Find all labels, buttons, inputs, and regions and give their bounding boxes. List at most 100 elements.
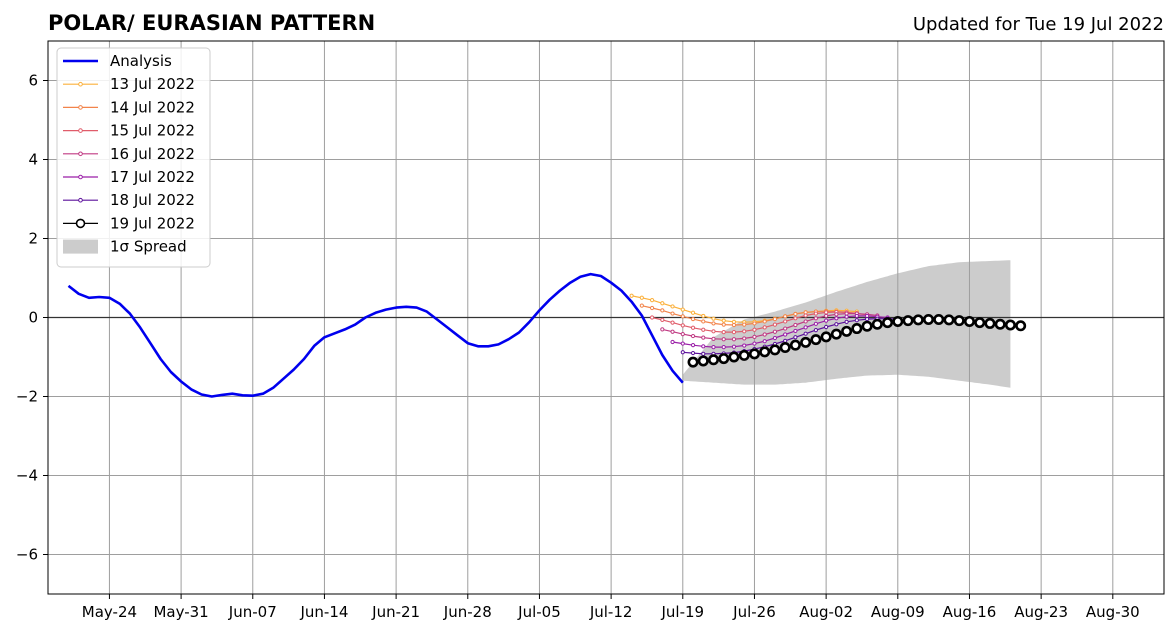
legend-marker [78, 81, 83, 87]
forecast-marker [680, 314, 685, 319]
forecast-marker [639, 303, 644, 308]
forecast-series [660, 311, 880, 342]
forecast-marker [752, 341, 757, 346]
forecast-marker [639, 295, 644, 300]
legend-label-analysis: Analysis [110, 52, 172, 70]
forecast-marker [820, 331, 832, 343]
forecast-marker [649, 315, 655, 320]
forecast-marker [728, 351, 740, 363]
x-tick-label: Jul-19 [660, 603, 704, 621]
forecast-marker [680, 307, 685, 312]
forecast-marker [742, 336, 747, 341]
forecast-marker [690, 343, 696, 348]
x-tick-label: Aug-16 [943, 603, 997, 621]
forecast-marker [844, 319, 849, 324]
y-tick-label: 2 [28, 230, 38, 248]
forecast-marker [789, 339, 801, 351]
x-tick-label: Jun-07 [228, 603, 277, 621]
forecast-marker [731, 337, 737, 342]
x-tick-label: May-24 [82, 603, 137, 621]
forecast-marker [670, 320, 675, 325]
forecast-series [639, 303, 859, 328]
forecast-marker [690, 325, 696, 330]
x-tick-label: Jun-14 [299, 603, 348, 621]
forecast-marker [772, 322, 778, 327]
legend-marker [78, 105, 83, 110]
forecast-marker [974, 317, 986, 329]
forecast-marker [711, 316, 716, 321]
forecast-marker [854, 318, 859, 323]
forecast-marker [708, 354, 720, 366]
legend-label-spread: 1σ Spread [110, 238, 187, 256]
forecast-marker [762, 332, 767, 337]
forecast-marker [670, 339, 675, 345]
forecast-marker [670, 311, 675, 316]
forecast-marker [783, 338, 788, 343]
forecast-marker [731, 322, 737, 328]
forecast-marker [738, 349, 750, 361]
forecast-marker [803, 331, 808, 336]
x-tick-label: Aug-30 [1086, 603, 1140, 621]
forecast-marker [793, 311, 798, 317]
forecast-marker [783, 314, 788, 319]
forecast-marker [793, 335, 798, 340]
forecast-marker [660, 301, 665, 306]
legend-marker [78, 151, 83, 157]
forecast-marker [680, 331, 685, 337]
forecast-marker [779, 342, 791, 354]
forecast-marker [824, 310, 829, 315]
x-tick-label: Jun-28 [443, 603, 492, 621]
forecast-marker [824, 313, 829, 319]
forecast-marker [690, 350, 696, 356]
forecast-marker [721, 318, 726, 323]
forecast-marker [687, 356, 699, 368]
forecast-marker [762, 319, 767, 324]
forecast-marker [793, 322, 798, 328]
y-tick-label: −6 [16, 546, 38, 564]
forecast-marker [670, 304, 675, 309]
forecast-marker [933, 313, 945, 325]
forecast-marker [772, 335, 778, 341]
analysis-line [67, 272, 684, 398]
forecast-marker [882, 317, 894, 329]
legend-label-forecast: 15 Jul 2022 [110, 122, 195, 140]
forecast-marker [629, 293, 634, 298]
forecast-marker [660, 327, 665, 332]
forecast-marker [813, 311, 818, 316]
chart-title: POLAR/ EURASIAN PATTERN [48, 11, 375, 35]
legend-marker [78, 197, 83, 203]
forecast-marker [783, 326, 788, 331]
forecast-line [641, 305, 857, 326]
legend-marker [75, 218, 86, 229]
forecast-marker [830, 328, 842, 340]
forecast-marker [680, 323, 685, 328]
forecast-marker [861, 320, 873, 332]
forecast-marker [803, 319, 808, 324]
x-tick-label: May-31 [153, 603, 208, 621]
forecast-marker [772, 329, 778, 334]
forecast-marker [963, 315, 975, 327]
forecast-marker [783, 332, 788, 337]
forecast-marker [1015, 320, 1027, 332]
x-tick-label: Jul-12 [589, 603, 633, 621]
forecast-marker [851, 323, 863, 335]
forecast-marker [834, 316, 839, 321]
forecast-marker [943, 314, 955, 326]
forecast-marker [718, 353, 730, 365]
forecast-marker [803, 313, 808, 318]
forecast-marker [742, 343, 747, 348]
x-tick-label: Aug-02 [799, 603, 853, 621]
x-tick-label: Aug-23 [1014, 603, 1068, 621]
forecast-marker [731, 344, 737, 349]
forecast-marker [711, 321, 716, 326]
forecast-marker [701, 313, 706, 319]
x-tick-label: Jul-05 [517, 603, 561, 621]
forecast-marker [772, 316, 778, 322]
forecast-marker [813, 321, 818, 326]
forecast-marker [752, 321, 757, 326]
forecast-marker [721, 337, 726, 342]
forecast-marker [1004, 319, 1016, 331]
forecast-marker [813, 328, 818, 333]
legend-label-forecast: 18 Jul 2022 [110, 191, 195, 209]
forecast-marker [813, 316, 818, 321]
